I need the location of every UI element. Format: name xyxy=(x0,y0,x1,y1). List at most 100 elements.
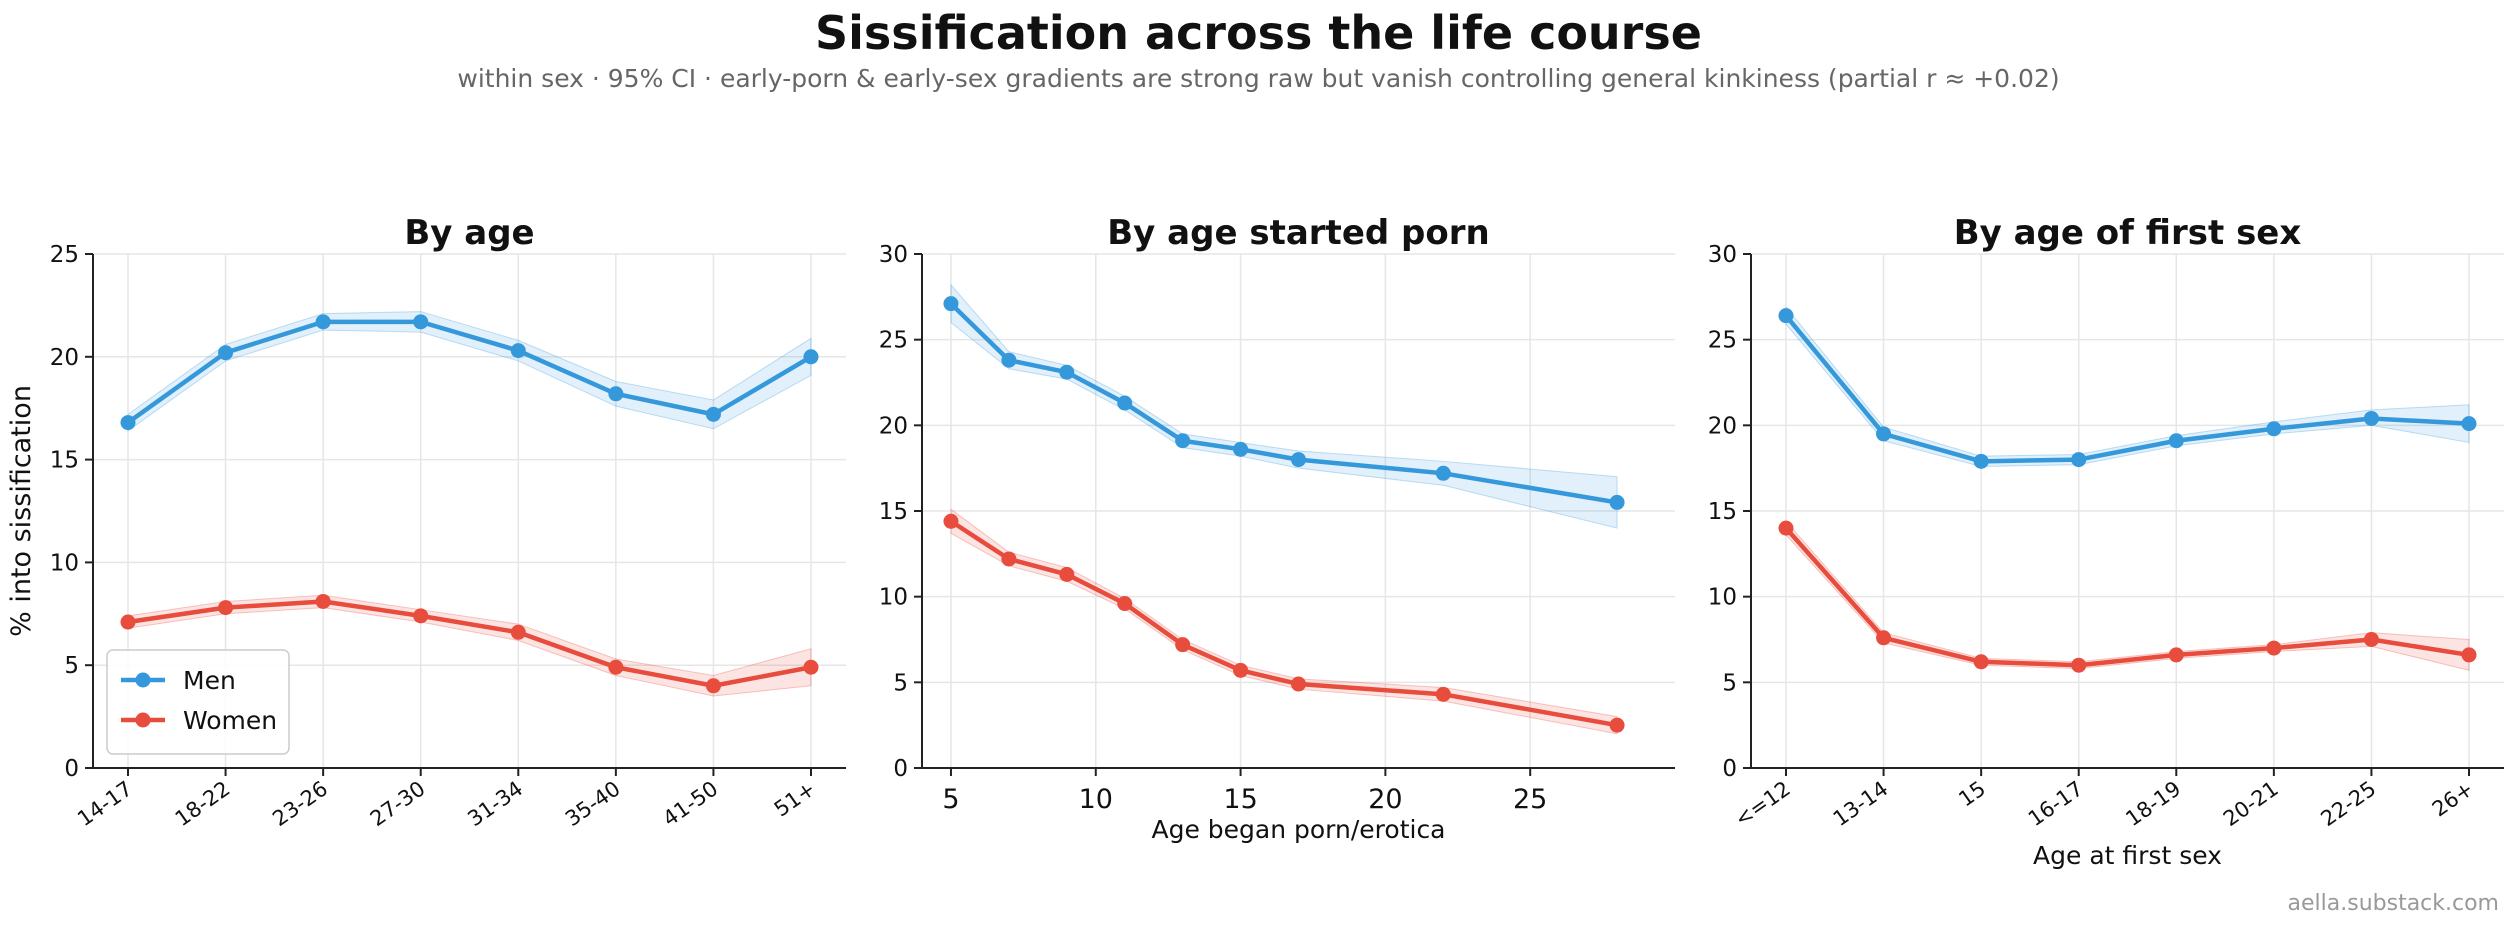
data-point xyxy=(2266,640,2282,656)
x-tick-label: 22-25 xyxy=(2317,776,2381,831)
data-point xyxy=(1175,637,1191,653)
series-line xyxy=(1784,314,2470,464)
legend: Men Women xyxy=(106,649,290,755)
data-point xyxy=(1291,452,1306,468)
y-tick-label: 10 xyxy=(879,585,908,611)
x-tick-label: 26+ xyxy=(2428,776,2478,821)
footer-credit: aella.substack.com xyxy=(2287,891,2499,916)
panel-2: 0 5 10 15 20 25 30 5 10 15 20 25 By age started porn… xyxy=(879,213,1675,844)
x-tick-label: 13-14 xyxy=(1829,776,1893,831)
x-tick-label: <=12 xyxy=(1730,776,1794,831)
data-point xyxy=(218,345,234,361)
y-tick-label: 0 xyxy=(1722,756,1737,782)
data-point xyxy=(2071,657,2087,673)
data-point xyxy=(1001,551,1017,567)
series-line xyxy=(949,519,1618,728)
x-tick-label: 25 xyxy=(1513,784,1547,815)
figure-title: Sissification across the life course xyxy=(815,6,1702,60)
legend-marker xyxy=(135,712,151,728)
data-point xyxy=(1233,441,1249,457)
panel-3: 0 5 10 15 20 25 30 <=12 13-14 15 16-17 18-19 20-21 22… xyxy=(1708,213,2504,870)
data-point xyxy=(218,600,234,616)
x-tick-label: 31-34 xyxy=(463,776,527,831)
data-point xyxy=(2461,647,2477,663)
data-point xyxy=(2363,410,2379,426)
data-point xyxy=(1175,433,1191,449)
data-point xyxy=(1876,630,1892,646)
x-tick-label: 18-19 xyxy=(2121,776,2185,831)
data-point xyxy=(510,624,526,640)
data-point xyxy=(2363,632,2379,647)
data-point xyxy=(1117,395,1133,411)
series-line xyxy=(126,319,813,425)
x-tick-label: 10 xyxy=(1079,784,1113,815)
ci-band xyxy=(950,508,1618,735)
data-point xyxy=(2461,416,2477,432)
data-point xyxy=(705,406,721,422)
y-tick-label: 15 xyxy=(50,448,79,474)
data-point xyxy=(413,314,429,330)
data-point xyxy=(803,349,819,365)
series-men xyxy=(1778,305,2477,469)
data-point xyxy=(1609,494,1625,510)
ci-band xyxy=(1785,305,2470,467)
data-point xyxy=(1778,520,1794,536)
data-point xyxy=(510,343,526,359)
panel-title: By age started porn xyxy=(1107,213,1489,253)
figure-subtitle: within sex · 95% CI · early-porn & early… xyxy=(457,64,2060,93)
x-tick-label: 51+ xyxy=(770,776,820,821)
x-axis-label: Age at first sex xyxy=(2033,841,2222,870)
data-point xyxy=(2071,452,2087,468)
series-line xyxy=(127,599,812,689)
x-tick-label: 41-50 xyxy=(659,776,723,831)
data-point xyxy=(1778,308,1794,324)
panel-1: 0 5 10 15 20 25 14-17 18-22 23-26 27-30 31-34 35-40… xyxy=(6,213,846,831)
x-tick-label: 35-40 xyxy=(561,776,625,831)
y-axis-label: % into sissification xyxy=(6,385,37,637)
x-tick-label: 15 xyxy=(1954,776,1990,811)
x-tick-label: 20-21 xyxy=(2219,776,2283,831)
series-women xyxy=(943,508,1625,735)
series-men xyxy=(943,283,1625,529)
data-point xyxy=(1876,426,1892,442)
series-line xyxy=(1784,526,2470,668)
data-point xyxy=(943,296,959,312)
data-point xyxy=(2266,421,2282,437)
data-point xyxy=(705,678,721,694)
x-tick-label: 27-30 xyxy=(366,776,430,831)
data-point xyxy=(1435,686,1451,702)
data-point xyxy=(1001,352,1017,368)
y-tick-label: 0 xyxy=(893,756,908,782)
x-tick-label: 18-22 xyxy=(171,776,235,831)
y-tick-label: 10 xyxy=(50,550,79,576)
ci-band xyxy=(1785,519,2470,671)
data-point xyxy=(2168,433,2184,449)
data-point xyxy=(315,593,331,609)
y-tick-label: 15 xyxy=(879,499,908,525)
data-point xyxy=(1117,596,1133,612)
data-point xyxy=(120,614,136,630)
y-tick-label: 30 xyxy=(1708,242,1737,268)
legend-label: Women xyxy=(183,706,277,735)
y-tick-label: 25 xyxy=(50,242,79,268)
data-point xyxy=(608,386,624,402)
panel-title: By age xyxy=(404,213,534,253)
y-tick-label: 25 xyxy=(879,328,908,354)
legend-label: Men xyxy=(183,666,236,695)
x-tick-label: 15 xyxy=(1223,784,1257,815)
panel-title: By age of first sex xyxy=(1954,213,2302,253)
y-tick-label: 20 xyxy=(879,413,908,439)
data-point xyxy=(608,659,624,675)
data-point xyxy=(1059,566,1075,582)
y-tick-label: 15 xyxy=(1708,499,1737,525)
data-point xyxy=(413,608,429,624)
x-tick-label: 16-17 xyxy=(2024,776,2088,831)
y-tick-label: 25 xyxy=(1708,328,1737,354)
data-point xyxy=(1059,364,1075,380)
series-women xyxy=(1778,519,2477,673)
y-tick-label: 20 xyxy=(1708,413,1737,439)
data-point xyxy=(1233,662,1249,678)
y-tick-label: 10 xyxy=(1708,585,1737,611)
legend-marker xyxy=(135,672,151,688)
data-point xyxy=(803,659,819,675)
